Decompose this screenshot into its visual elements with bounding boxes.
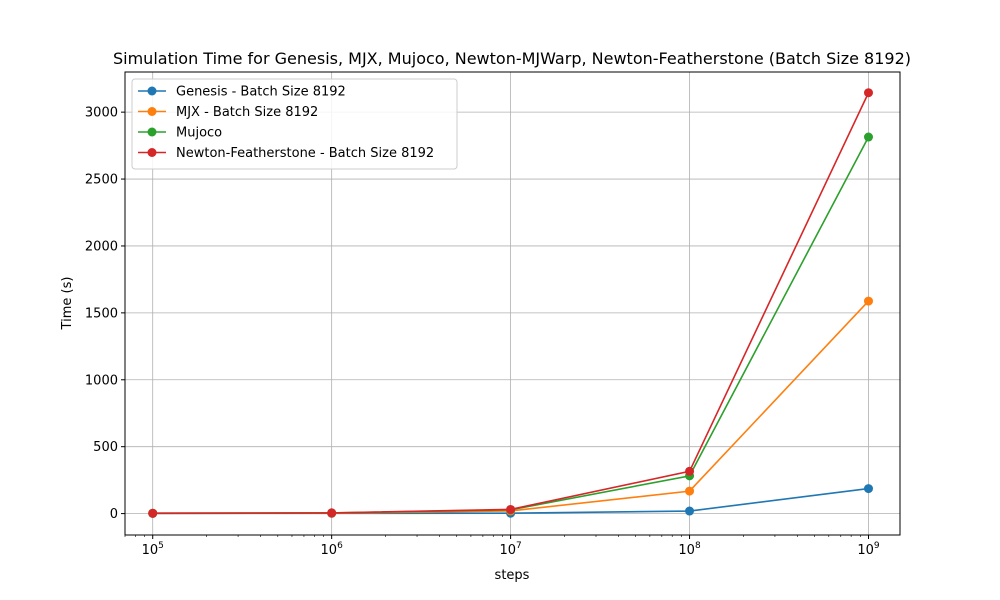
legend-entry-label: Genesis - Batch Size 8192	[176, 85, 346, 100]
y-tick-label: 500	[93, 440, 118, 455]
x-tick-label: 109	[857, 541, 880, 558]
legend: Genesis - Batch Size 8192 MJX - Batch Siz…	[131, 78, 458, 170]
data-point	[685, 506, 695, 516]
grid-lines	[125, 72, 900, 535]
data-point	[863, 88, 873, 98]
data-point	[863, 484, 873, 494]
x-tick-label: 105	[142, 541, 164, 558]
legend-box	[131, 78, 458, 170]
plot-area-frame	[124, 71, 901, 536]
x-axis-label: steps	[495, 568, 530, 583]
data-point	[327, 508, 337, 518]
data-point	[685, 466, 695, 476]
data-point	[863, 132, 873, 142]
y-axis-label: Time (s)	[60, 277, 75, 331]
y-tick-label: 1000	[85, 373, 118, 388]
legend-entry-label: Mujoco	[176, 126, 222, 141]
x-tick-label: 107	[499, 541, 521, 558]
y-tick-label: 2500	[85, 173, 118, 188]
legend-entry-label: MJX - Batch Size 8192	[176, 105, 318, 120]
chart-title: Simulation Time for Genesis, MJX, Mujoco…	[113, 49, 911, 68]
axis-ticks: 105 106 107 108 109 0 500 1000 1500 2000 2500 3000	[85, 106, 880, 558]
plot-series	[148, 88, 873, 518]
x-tick-label: 106	[321, 541, 344, 558]
data-point	[506, 504, 516, 514]
y-tick-label: 3000	[85, 106, 118, 121]
y-tick-label: 0	[110, 507, 118, 522]
y-tick-label: 2000	[85, 239, 118, 254]
x-tick-label: 108	[678, 541, 701, 558]
legend-swatch-marker	[147, 127, 157, 137]
data-point	[148, 508, 158, 518]
legend-swatch-marker	[147, 148, 157, 157]
legend-swatch-marker	[147, 107, 157, 116]
data-point	[685, 486, 695, 496]
y-tick-label: 1500	[85, 306, 118, 321]
legend-swatch-marker	[147, 86, 157, 96]
data-point	[863, 296, 873, 306]
legend-entry-label: Newton-Featherstone - Batch Size 8192	[176, 146, 434, 161]
